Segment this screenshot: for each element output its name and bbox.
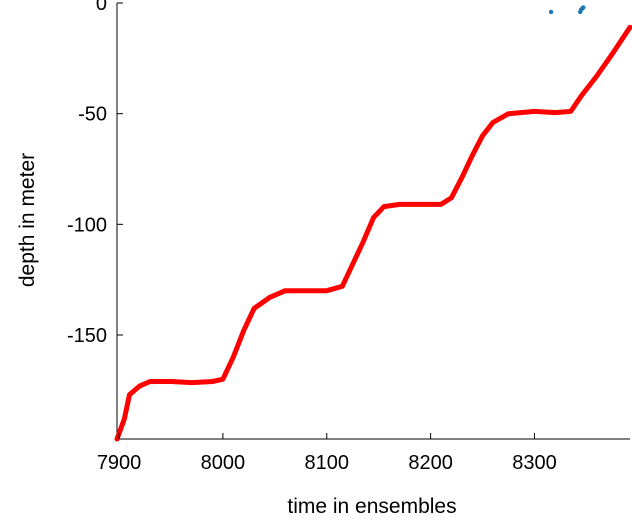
y-tick-label: -100: [67, 214, 107, 236]
x-axis-label: time in ensembles: [287, 495, 456, 518]
y-tick-label: 0: [96, 0, 107, 15]
x-tick-label: 8300: [512, 452, 557, 474]
y-axis-label: depth in meter: [16, 153, 39, 287]
x-axis-ticks: 7900 8000 8100 8200 8300: [97, 433, 557, 474]
x-tick-label: 7900: [97, 452, 142, 474]
x-tick-label: 8000: [201, 452, 246, 474]
plot-frame: [116, 3, 630, 440]
series-layer: [114, 5, 632, 442]
x-tick-label: 8100: [305, 452, 350, 474]
y-tick-label: -50: [78, 104, 107, 126]
y-axis-ticks: 0 -50 -100 -150: [67, 0, 123, 347]
series-line-0: [114, 24, 632, 442]
y-tick-label: -150: [67, 325, 107, 347]
series-1-point: [548, 9, 554, 15]
x-tick-label: 8200: [408, 452, 453, 474]
series-1-point: [581, 5, 586, 10]
